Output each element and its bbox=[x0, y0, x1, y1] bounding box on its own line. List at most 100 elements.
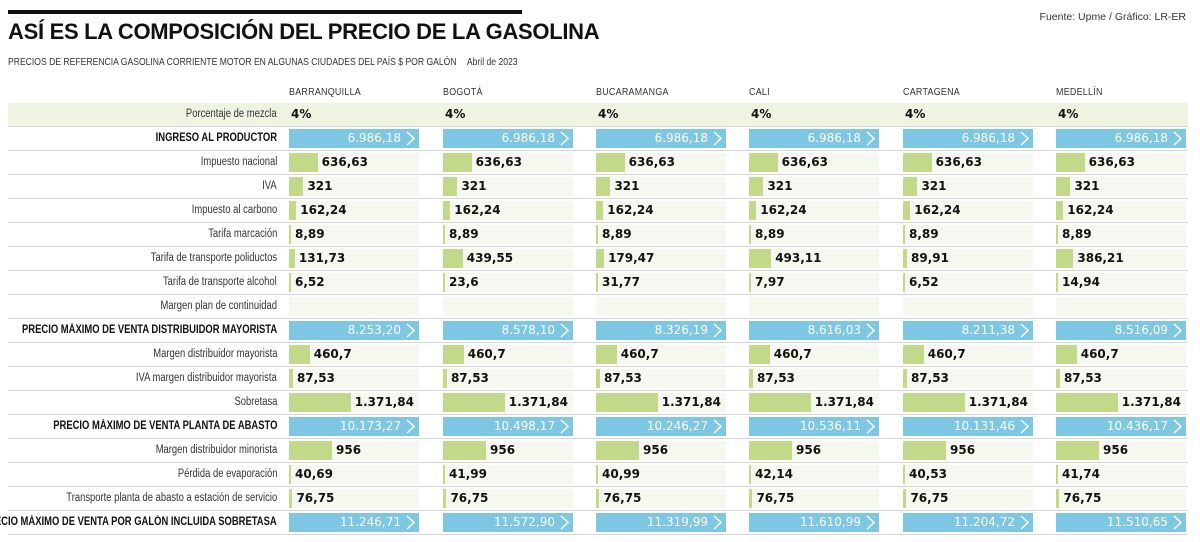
total-value: 10.131,46 bbox=[953, 419, 1015, 433]
value-cell: 162,24 bbox=[749, 201, 879, 220]
value-cell: 87,53 bbox=[289, 369, 419, 388]
column-header: BOGOTÁ bbox=[443, 86, 483, 98]
component-value: 162,24 bbox=[454, 203, 501, 217]
component-value: 76,75 bbox=[450, 491, 489, 505]
value-cell: 11.572,90 bbox=[443, 513, 573, 532]
component-bar bbox=[1056, 369, 1060, 388]
chevron-icon bbox=[558, 323, 570, 338]
table-row: Tarifa de transporte alcohol 6,52 23,6 31,7… bbox=[8, 271, 1188, 295]
value-cell: 179,47 bbox=[596, 249, 726, 268]
component-value: 40,53 bbox=[909, 467, 947, 481]
total-bar bbox=[596, 129, 726, 148]
value-cell: 8,89 bbox=[903, 225, 1033, 244]
component-bar bbox=[443, 177, 458, 196]
value-cell: 76,75 bbox=[289, 489, 419, 508]
component-value: 1.371,84 bbox=[508, 395, 568, 409]
component-bar bbox=[1056, 153, 1085, 172]
value-cell: 636,63 bbox=[596, 153, 726, 172]
value-cell: 321 bbox=[289, 177, 419, 196]
value-cell: 6.986,18 bbox=[443, 129, 573, 148]
chevron-icon bbox=[711, 131, 723, 146]
total-bar bbox=[1056, 321, 1186, 340]
value-cell: 8.578,10 bbox=[443, 321, 573, 340]
component-value: 636,63 bbox=[781, 155, 828, 169]
value-cell: 8.253,20 bbox=[289, 321, 419, 340]
component-bar bbox=[749, 249, 772, 268]
component-value: 321 bbox=[767, 179, 793, 193]
total-value: 8.578,10 bbox=[501, 323, 555, 337]
value-cell: 10.131,46 bbox=[903, 417, 1033, 436]
value-cell: 6.986,18 bbox=[903, 129, 1033, 148]
component-value: 956 bbox=[490, 443, 516, 457]
mix-percentage: 4% bbox=[445, 107, 466, 121]
component-bar bbox=[596, 273, 598, 292]
chevron-icon bbox=[864, 515, 876, 530]
chevron-icon bbox=[1171, 419, 1183, 434]
row-label: Pérdida de evaporación bbox=[177, 468, 277, 480]
value-cell: 460,7 bbox=[443, 345, 573, 364]
column-header: CARTAGENA bbox=[903, 86, 961, 98]
component-value: 42,14 bbox=[755, 467, 793, 481]
value-cell: 6.986,18 bbox=[289, 129, 419, 148]
date-label: Abril de 2023 bbox=[466, 57, 518, 68]
component-value: 89,91 bbox=[911, 251, 949, 265]
component-bar bbox=[596, 225, 598, 244]
component-value: 1.371,84 bbox=[1121, 395, 1181, 409]
value-cell: 460,7 bbox=[749, 345, 879, 364]
total-value: 8.616,03 bbox=[807, 323, 861, 337]
component-bar bbox=[1056, 273, 1058, 292]
value-cell: 8.516,09 bbox=[1056, 321, 1186, 340]
value-cell: 76,75 bbox=[749, 489, 879, 508]
value-cell: 1.371,84 bbox=[1056, 393, 1186, 412]
value-cell: 956 bbox=[749, 441, 879, 460]
table-row: Sobretasa 1.371,84 1.371,84 1.371,84 1.371,8… bbox=[8, 391, 1188, 415]
total-value: 10.536,11 bbox=[799, 419, 861, 433]
total-value: 11.510,65 bbox=[1106, 515, 1168, 529]
value-cell: 4% bbox=[903, 105, 1033, 124]
value-cell: 162,24 bbox=[903, 201, 1033, 220]
chevron-icon bbox=[404, 419, 416, 434]
value-cell: 10.246,27 bbox=[596, 417, 726, 436]
component-value: 636,63 bbox=[321, 155, 368, 169]
column-header: MEDELLÍN bbox=[1056, 86, 1103, 98]
total-value: 8.516,09 bbox=[1114, 323, 1168, 337]
row-label: PRECIO MÁXIMO DE VENTA DISTRIBUIDOR MAYO… bbox=[21, 324, 277, 336]
total-bar bbox=[289, 129, 419, 148]
value-cell: 10.436,17 bbox=[1056, 417, 1186, 436]
component-bar bbox=[443, 489, 447, 508]
chevron-icon bbox=[1171, 131, 1183, 146]
component-bar bbox=[749, 273, 751, 292]
value-cell: 40,53 bbox=[903, 465, 1033, 484]
value-cell: 89,91 bbox=[903, 249, 1033, 268]
total-bar bbox=[903, 321, 1033, 340]
total-bar bbox=[443, 129, 573, 148]
component-value: 321 bbox=[461, 179, 487, 193]
value-cell: 636,63 bbox=[443, 153, 573, 172]
component-value: 636,63 bbox=[475, 155, 522, 169]
chevron-icon bbox=[558, 515, 570, 530]
value-cell: 7,97 bbox=[749, 273, 879, 292]
table-row: Margen plan de continuidad bbox=[8, 295, 1188, 319]
subtitle: PRECIOS DE REFERENCIA GASOLINA CORRIENTE… bbox=[8, 57, 518, 68]
column-header: CALI bbox=[749, 86, 770, 98]
component-value: 8,89 bbox=[295, 227, 325, 241]
value-cell: 131,73 bbox=[289, 249, 419, 268]
total-bar bbox=[749, 513, 879, 532]
total-bar bbox=[1056, 417, 1186, 436]
table-row: Tarifa de transporte poliductos 131,73 439… bbox=[8, 247, 1188, 271]
total-value: 11.319,99 bbox=[646, 515, 708, 529]
component-bar bbox=[749, 201, 757, 220]
chevron-icon bbox=[864, 131, 876, 146]
row-label: IVA margen distribuidor mayorista bbox=[136, 372, 277, 384]
component-value: 321 bbox=[614, 179, 640, 193]
component-value: 162,24 bbox=[1067, 203, 1114, 217]
component-bar bbox=[1056, 249, 1074, 268]
component-bar bbox=[289, 249, 295, 268]
total-bar bbox=[903, 513, 1033, 532]
value-cell: 636,63 bbox=[749, 153, 879, 172]
component-bar bbox=[596, 489, 600, 508]
value-cell: 4% bbox=[749, 105, 879, 124]
chevron-icon bbox=[864, 323, 876, 338]
table-row: Pérdida de evaporación 40,69 41,99 40,99 42,… bbox=[8, 463, 1188, 487]
component-bar bbox=[903, 441, 947, 460]
